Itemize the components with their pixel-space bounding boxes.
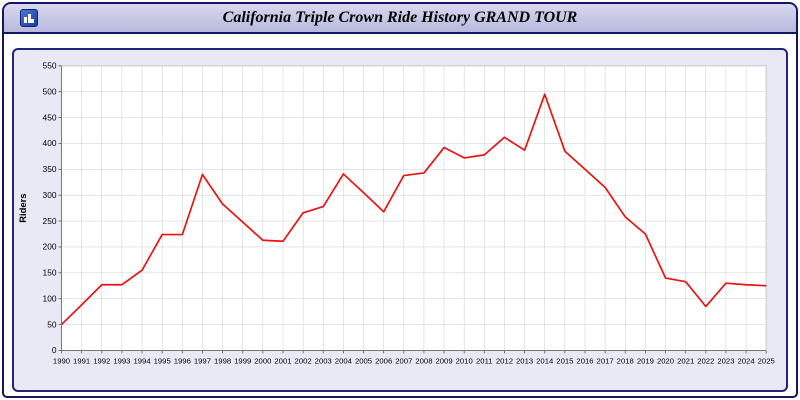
svg-text:2025: 2025 <box>758 356 775 365</box>
svg-text:2024: 2024 <box>737 356 755 365</box>
svg-text:2007: 2007 <box>395 356 412 365</box>
svg-text:1990: 1990 <box>53 356 70 365</box>
svg-text:1996: 1996 <box>174 356 191 365</box>
svg-text:2006: 2006 <box>375 356 392 365</box>
svg-text:2005: 2005 <box>355 356 372 365</box>
svg-text:1997: 1997 <box>194 356 211 365</box>
svg-text:2022: 2022 <box>697 356 714 365</box>
x-axis-tick-labels: 1990 1991 1992 1993 1994 1995 1996 1997 1998 1999… <box>53 350 775 365</box>
svg-text:2019: 2019 <box>637 356 654 365</box>
svg-text:1995: 1995 <box>154 356 171 365</box>
svg-text:2009: 2009 <box>435 356 452 365</box>
svg-text:1992: 1992 <box>93 356 110 365</box>
svg-text:2023: 2023 <box>717 356 734 365</box>
plot-area <box>61 65 767 351</box>
svg-text:100: 100 <box>43 293 57 303</box>
svg-text:2004: 2004 <box>335 356 353 365</box>
svg-text:400: 400 <box>43 138 57 148</box>
svg-text:2010: 2010 <box>456 356 473 365</box>
svg-text:1994: 1994 <box>133 356 151 365</box>
svg-text:1991: 1991 <box>73 356 90 365</box>
svg-text:200: 200 <box>43 242 57 252</box>
svg-text:450: 450 <box>43 112 57 122</box>
svg-text:150: 150 <box>43 268 57 278</box>
riders-series-line <box>60 93 767 326</box>
svg-text:500: 500 <box>43 86 57 96</box>
svg-text:2021: 2021 <box>677 356 694 365</box>
svg-text:2002: 2002 <box>295 356 312 365</box>
svg-text:2013: 2013 <box>516 356 533 365</box>
svg-text:2001: 2001 <box>274 356 291 365</box>
svg-text:2014: 2014 <box>536 356 554 365</box>
svg-text:250: 250 <box>43 216 57 226</box>
svg-text:2020: 2020 <box>657 356 674 365</box>
svg-text:2017: 2017 <box>597 356 614 365</box>
svg-text:1999: 1999 <box>234 356 251 365</box>
svg-text:2008: 2008 <box>415 356 432 365</box>
svg-text:1998: 1998 <box>214 356 231 365</box>
svg-text:2000: 2000 <box>254 356 271 365</box>
svg-text:50: 50 <box>47 319 57 329</box>
window-titlebar[interactable]: California Triple Crown Ride History GRA… <box>4 4 796 34</box>
svg-text:2003: 2003 <box>315 356 332 365</box>
svg-text:1993: 1993 <box>113 356 130 365</box>
vertical-gridlines <box>61 65 767 351</box>
svg-text:300: 300 <box>43 190 57 200</box>
app-chart-icon <box>20 9 38 27</box>
chart-panel: 0 50 100 150 200 250 300 350 400 450 500 550 1990 199… <box>12 48 788 392</box>
y-axis-tick-labels: 0 50 100 150 200 250 300 350 400 450 500 550 <box>43 61 62 355</box>
svg-text:550: 550 <box>43 61 57 71</box>
svg-text:2012: 2012 <box>496 356 513 365</box>
svg-text:2015: 2015 <box>556 356 573 365</box>
svg-text:350: 350 <box>43 164 57 174</box>
y-axis-title: Riders <box>17 194 28 223</box>
svg-text:0: 0 <box>52 345 57 355</box>
svg-text:2018: 2018 <box>617 356 634 365</box>
window-title: California Triple Crown Ride History GRA… <box>222 9 578 26</box>
svg-text:2016: 2016 <box>576 356 593 365</box>
svg-text:2011: 2011 <box>476 356 493 365</box>
